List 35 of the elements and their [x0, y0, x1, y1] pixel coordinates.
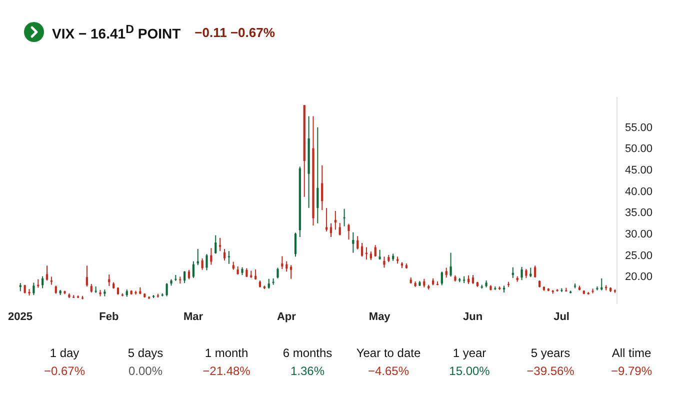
text: 15.00% [449, 364, 490, 378]
text: −21.48% [202, 364, 250, 378]
text: −4.65% [368, 364, 410, 378]
y-tick-label: 45.00 [625, 164, 653, 176]
chart-title: VIX − 16.41$^{D}$ POINT [52, 22, 181, 42]
chart-subtitle: −0.11 −0.67% [194, 24, 275, 40]
y-tick-label: 25.00 [625, 250, 653, 262]
text: −9.79% [610, 364, 652, 378]
y-tick-label: 50.00 [625, 143, 653, 156]
y-tick-label: 40.00 [625, 186, 653, 198]
text: 0.00% [128, 364, 163, 378]
candlestick [343, 208, 346, 226]
x-tick-label: 2025 [8, 310, 32, 323]
category-label: 6 months [282, 346, 334, 360]
candlestick [228, 251, 230, 264]
category-label: 1 day [48, 346, 80, 360]
x-tick-label: Mar [183, 310, 204, 323]
category-label: 5 years [530, 346, 572, 360]
x-tick-label: Jul [554, 310, 570, 323]
text: 1.36% [290, 364, 325, 378]
y-tick-label: 30.00 [625, 228, 653, 240]
y-tick-label: 35.00 [625, 207, 653, 220]
category-label: Year to date [355, 346, 422, 360]
text: −39.56% [526, 364, 574, 378]
y-tick-label: 20.00 [625, 271, 653, 284]
category-label: 1 month [204, 346, 250, 360]
category-label: 5 days [126, 346, 164, 360]
x-tick-label: Apr [276, 310, 297, 323]
x-tick-label: May [368, 310, 392, 323]
text: −0.67% [44, 364, 86, 378]
x-tick-label: Jun [463, 310, 483, 323]
x-tick-label: Feb [99, 310, 120, 323]
category-label: All time [610, 346, 652, 360]
category-label: 1 year [452, 346, 488, 360]
y-tick-label: 55.00 [625, 122, 653, 134]
